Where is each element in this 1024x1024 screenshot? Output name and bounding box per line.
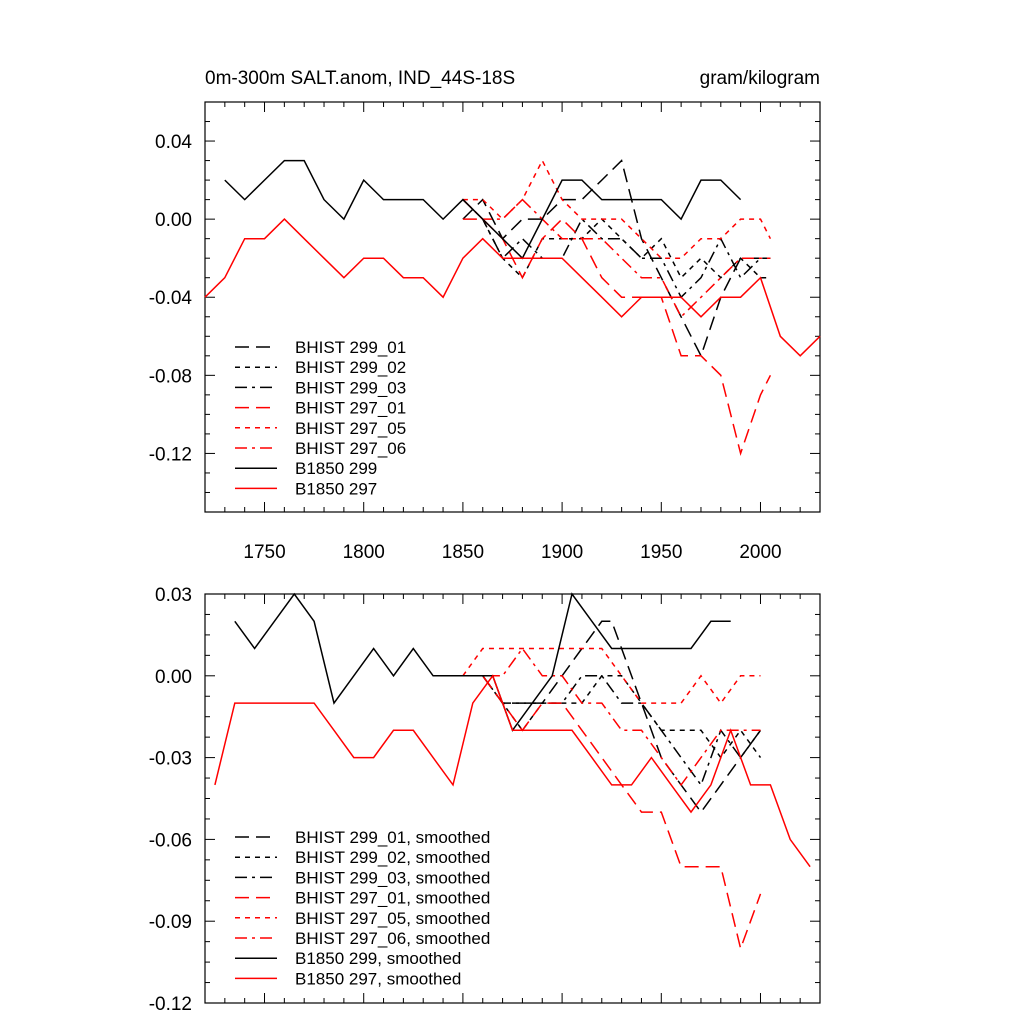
chart0-legend-label-2: BHIST 299_03: [295, 378, 406, 397]
chart1-legend-label-5: BHIST 297_06, smoothed: [295, 929, 490, 948]
chart1-series-line-4: [462, 647, 761, 705]
chart0-series-line-0: [462, 159, 771, 358]
chart0-y-tick-label: 0.00: [155, 210, 192, 231]
chart1-legend-label-1: BHIST 299_02, smoothed: [295, 848, 490, 867]
chart0-y-tick-label: -0.04: [149, 288, 193, 309]
chart0-plot-frame: [204, 101, 821, 513]
chart0-x-tick-label: 1900: [541, 542, 583, 563]
chart0-x-tick-label: 1950: [640, 542, 682, 563]
chart0-x-tick-label: 2000: [739, 542, 781, 563]
chart0-x-tick-label: 1750: [243, 542, 285, 563]
chart0-units: gram/kilogram: [700, 68, 820, 89]
chart0-legend-label-4: BHIST 297_05: [295, 419, 406, 438]
chart0-y-tick-label: 0.04: [155, 132, 192, 153]
chart1-legend-label-7: B1850 297, smoothed: [295, 969, 461, 988]
chart0-legend-label-7: B1850 297: [295, 479, 377, 498]
chart1-series-line-2: [462, 675, 762, 787]
chart1-y-tick-label: -0.12: [149, 994, 192, 1015]
chart1-y-tick-label: 0.00: [155, 667, 192, 688]
chart1-legend-label-3: BHIST 297_01, smoothed: [295, 889, 490, 908]
chart1-series-line-6: [234, 592, 731, 732]
chart1-legend-label-6: B1850 299, smoothed: [295, 949, 461, 968]
chart0-legend-label-6: B1850 299: [295, 459, 377, 478]
chart0-y-tick-label: -0.12: [149, 444, 192, 465]
chart1-y-tick-label: 0.03: [155, 585, 192, 606]
chart1-series-line-7: [214, 674, 811, 868]
chart1-series-line-0: [462, 620, 762, 814]
chart0-title: 0m-300m SALT.anom, IND_44S-18S: [205, 68, 515, 89]
chart0-series-line-6: [224, 159, 742, 260]
chart0-legend-label-3: BHIST 297_01: [295, 399, 406, 418]
chart0-legend-label-0: BHIST 299_01: [295, 338, 406, 357]
chart0-x-tick-label: 1800: [343, 542, 385, 563]
chart0-series-line-5: [462, 198, 771, 319]
chart1-y-tick-label: -0.09: [149, 912, 192, 933]
chart1-y-tick-label: -0.03: [149, 749, 192, 770]
chart1-legend-label-4: BHIST 297_05, smoothed: [295, 909, 490, 928]
chart0-legend-label-1: BHIST 299_02: [295, 358, 406, 377]
chart0-legend-label-5: BHIST 297_06: [295, 439, 406, 458]
chart1-legend-label-0: BHIST 299_01, smoothed: [295, 828, 490, 847]
chart1-legend-label-2: BHIST 299_03, smoothed: [295, 868, 490, 887]
chart1-y-tick-label: -0.06: [149, 830, 192, 851]
chart0-series-line-4: [462, 158, 772, 259]
chart0-series-line-7: [204, 218, 821, 357]
chart1-series-line-5: [462, 647, 761, 787]
top-panel: 0m-300m SALT.anom, IND_44S-18S gram/kilog…: [149, 68, 821, 563]
chart0-series-line-3: [462, 218, 772, 457]
chart1-series-line-3: [462, 675, 762, 952]
bottom-panel: 0.03 0.00 -0.03 -0.06 -0.09 -0.12 BHIST 299_01…: [149, 585, 821, 1015]
chart0-y-tick-label: -0.08: [149, 366, 192, 387]
chart0-series-line-2: [462, 199, 771, 299]
chart0-x-tick-label: 1850: [442, 542, 484, 563]
